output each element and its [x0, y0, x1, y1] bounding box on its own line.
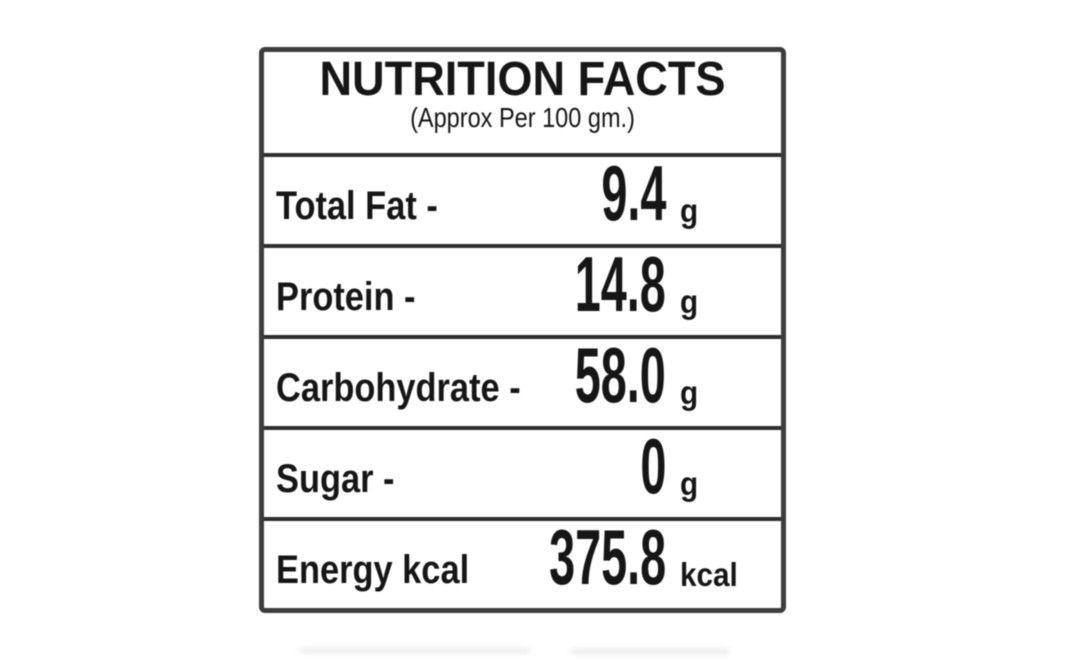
protein-value: 14.8	[574, 240, 666, 328]
protein-name: Protein -	[276, 275, 416, 319]
row-carbohydrate: Carbohydrate - 58.0 g	[264, 335, 781, 426]
label-header: NUTRITION FACTS (Approx Per 100 gm.)	[264, 52, 781, 153]
row-total-fat: Total Fat - 9.4 g	[264, 153, 781, 244]
sugar-name: Sugar -	[276, 457, 395, 501]
scan-artifact	[300, 648, 530, 653]
total-fat-name: Total Fat -	[276, 184, 438, 228]
label-title: NUTRITION FACTS	[319, 53, 726, 106]
sugar-unit: g	[680, 465, 699, 502]
carbohydrate-unit: g	[680, 374, 699, 411]
energy-unit: kcal	[680, 556, 738, 593]
sugar-value: 0	[639, 422, 666, 510]
scan-artifact	[570, 649, 730, 654]
label-subtitle: (Approx Per 100 gm.)	[410, 102, 635, 133]
row-protein: Protein - 14.8 g	[264, 244, 781, 335]
total-fat-unit: g	[680, 192, 699, 229]
carbohydrate-name: Carbohydrate -	[276, 366, 521, 410]
total-fat-value: 9.4	[600, 149, 666, 237]
protein-unit: g	[680, 283, 699, 320]
nutrition-facts-label: NUTRITION FACTS (Approx Per 100 gm.) Tot…	[259, 47, 786, 613]
row-sugar: Sugar - 0 g	[264, 426, 781, 517]
energy-name: Energy kcal	[276, 548, 470, 592]
row-energy: Energy kcal 375.8 kcal	[264, 517, 781, 608]
carbohydrate-value: 58.0	[574, 331, 666, 419]
energy-value: 375.8	[548, 513, 666, 601]
